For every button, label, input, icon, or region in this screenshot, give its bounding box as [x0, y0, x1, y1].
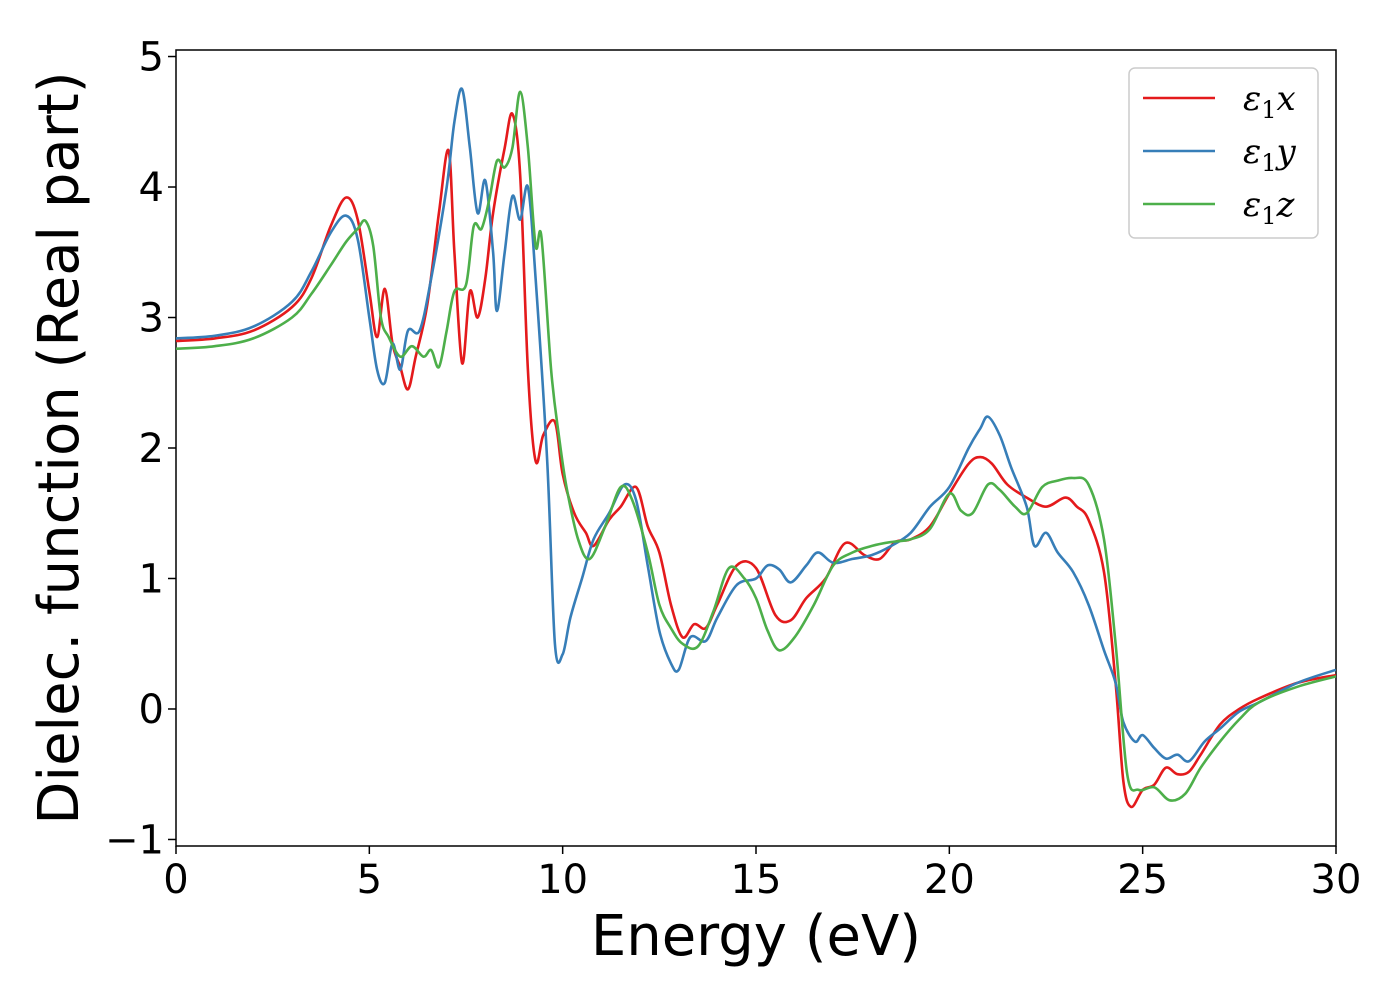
series-line-eps1x — [176, 112, 1336, 809]
legend-label-eps1y: ε1y — [1243, 132, 1297, 177]
x-tick-label: 20 — [924, 857, 975, 903]
legend-component: z — [1276, 185, 1296, 225]
legend-symbol: ε — [1243, 79, 1261, 119]
legend-label-eps1z: ε1z — [1243, 185, 1296, 230]
y-axis: −1 0 1 2 3 4 5 — [105, 35, 176, 863]
legend-subscript: 1 — [1261, 149, 1276, 177]
y-tick-label: 3 — [139, 296, 164, 342]
x-axis: 0 5 10 15 20 25 30 — [163, 846, 1361, 903]
y-tick-label: 5 — [139, 35, 164, 81]
legend-subscript: 1 — [1261, 96, 1276, 124]
series-line-eps1y — [176, 87, 1336, 763]
y-tick-label: 4 — [139, 165, 164, 211]
x-tick-label: 15 — [731, 857, 782, 903]
series-line-eps1z — [176, 90, 1336, 802]
x-tick-label: 25 — [1117, 857, 1168, 903]
x-tick-label: 10 — [537, 857, 588, 903]
legend-symbol: ε — [1243, 132, 1261, 172]
legend-component: x — [1277, 79, 1296, 119]
x-tick-label: 30 — [1311, 857, 1362, 903]
y-tick-label: −1 — [105, 817, 164, 863]
y-tick-label: 0 — [139, 687, 164, 733]
legend-symbol: ε — [1243, 185, 1261, 225]
y-tick-label: 1 — [139, 556, 164, 602]
x-tick-label: 0 — [163, 857, 188, 903]
legend-frame — [1128, 67, 1319, 239]
series-layer — [176, 87, 1336, 809]
y-axis-title: Dielec. function (Real part) — [27, 71, 92, 824]
x-tick-label: 5 — [357, 857, 382, 903]
x-axis-title: Energy (eV) — [591, 904, 921, 969]
legend-label-eps1x: ε1x — [1243, 79, 1296, 124]
legend-component: y — [1275, 132, 1297, 172]
y-tick-label: 2 — [139, 426, 164, 472]
legend-subscript: 1 — [1261, 202, 1276, 230]
